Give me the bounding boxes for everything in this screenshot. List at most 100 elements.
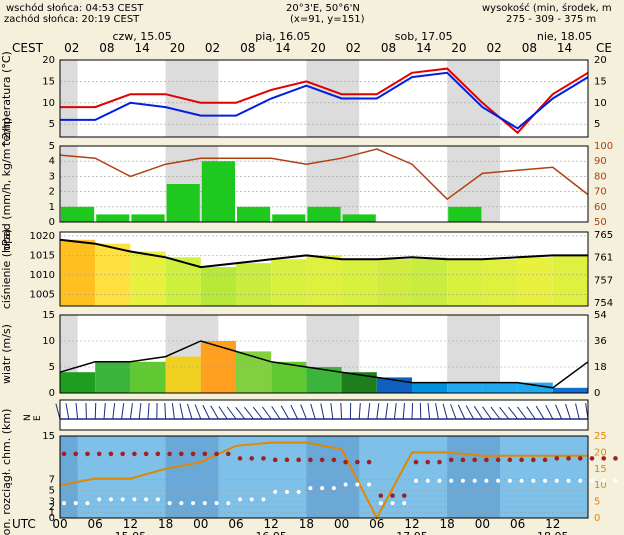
precip-bar — [272, 214, 306, 222]
cloud-top-dot — [519, 457, 524, 463]
night-band — [60, 146, 78, 222]
wind-barb — [261, 406, 272, 420]
pressure-area-segment — [517, 257, 553, 306]
panel-border — [59, 314, 589, 394]
y2-tick-label: 10 — [594, 98, 607, 109]
cloud-top-dot — [331, 457, 337, 463]
cloud-base-dot — [437, 478, 442, 483]
cloud-top-dot — [413, 459, 419, 465]
pressure-area-segment — [236, 263, 272, 306]
y2-tick-label: 0 — [594, 388, 600, 399]
y-tick-label: 1005 — [30, 289, 55, 300]
y-tick-label: 1015 — [30, 250, 55, 261]
precip-bar — [448, 206, 482, 222]
cloud-top-dot — [366, 459, 372, 465]
y2-tick-label: 90 — [594, 156, 607, 167]
cloud-base-dot — [273, 489, 278, 494]
wind-barb — [385, 403, 389, 420]
day-label-bottom: 18.05 — [537, 530, 569, 535]
cloud-base-dot — [85, 501, 90, 506]
y-axis-label: pion. rozciągł. chm. (km) — [0, 409, 13, 535]
cloud-top-dot — [143, 451, 149, 457]
timezone-top: CEST — [12, 41, 44, 55]
wind-area-segment — [236, 351, 272, 393]
day-label-top: nie, 18.05 — [537, 30, 592, 43]
hour-tick-top: 02 — [346, 41, 361, 55]
precip-bar — [131, 214, 165, 222]
cloud-top-dot — [507, 457, 513, 463]
precip-bar — [61, 206, 95, 222]
pressure-area-segment — [552, 255, 588, 306]
y2-tick-label: 50 — [594, 217, 607, 228]
cloud-base-dot — [390, 501, 395, 506]
y2-tick-label: 754 — [594, 298, 613, 309]
cloud-base-dot — [449, 478, 454, 483]
y-tick-label: 1010 — [30, 270, 55, 281]
panel-border — [59, 435, 589, 519]
day-label-bottom: 17.05 — [396, 530, 428, 535]
y-tick-label: 3 — [49, 171, 55, 182]
y-tick-label: 10 — [42, 98, 55, 109]
wind-area-segment — [552, 387, 588, 393]
panel-border — [59, 59, 589, 138]
y2-tick-label: 757 — [594, 275, 613, 286]
hour-tick-bottom: 12 — [404, 517, 419, 531]
cloud-base-dot — [97, 497, 102, 502]
y-tick-label: 0 — [49, 388, 55, 399]
wind-barb — [252, 406, 263, 420]
wind-barb — [411, 402, 414, 420]
y-tick-label: 3 — [49, 497, 55, 508]
cloud-top-dot — [472, 457, 477, 463]
cloud-base-dot — [238, 497, 242, 502]
wind-barb — [300, 404, 307, 420]
wind-barb — [575, 403, 580, 420]
precip-bar — [342, 214, 376, 222]
wind-barb — [473, 405, 483, 420]
ceiling-line — [59, 441, 588, 521]
cloud-top-dot — [296, 457, 301, 463]
wind-area-segment — [130, 361, 166, 393]
precip-bar — [237, 206, 271, 222]
wind-barb — [179, 403, 184, 420]
y-tick-label: 4 — [49, 156, 55, 167]
dew-point-line — [60, 71, 589, 130]
cloud-top-dot — [237, 456, 243, 461]
wind-barb — [129, 403, 133, 420]
pressure-area-segment — [271, 259, 307, 306]
wind-barb — [75, 403, 79, 420]
hour-tick-top: 08 — [240, 41, 255, 55]
wind-barb — [545, 405, 554, 420]
pressure-area-segment — [60, 239, 96, 306]
cloud-base-dot — [425, 478, 430, 483]
wind-barb — [526, 406, 536, 420]
cloud-top-dot — [120, 451, 125, 457]
wind-barb — [218, 406, 228, 420]
y-tick-label: 7 — [49, 475, 55, 486]
cloud-base-dot — [249, 497, 254, 502]
cloud-top-dot — [577, 456, 583, 461]
night-band — [60, 436, 78, 518]
cloud-base-dot — [519, 478, 524, 483]
cloud-top-dot — [378, 493, 384, 498]
hour-tick-bottom: 12 — [264, 517, 279, 531]
cloud-top-dot — [554, 456, 560, 461]
y-tick-label: 0 — [49, 513, 55, 524]
wind-area-segment — [200, 341, 236, 393]
cloud-base-dot — [543, 478, 548, 483]
pressure-area-segment — [341, 259, 377, 306]
cloud-top-dot — [272, 457, 278, 463]
day-label-bottom: 15.05 — [115, 530, 147, 535]
wind-barb — [280, 405, 290, 420]
cloud-base-dot — [472, 478, 477, 483]
wind-barb — [194, 404, 202, 420]
cloud-base-dot — [414, 478, 418, 483]
hour-tick-bottom: 06 — [369, 517, 384, 531]
y2-tick-label: 18 — [594, 362, 607, 373]
hour-tick-top: 08 — [522, 41, 537, 55]
cloud-base-dot — [402, 501, 407, 506]
cloud-base-dot — [296, 489, 301, 494]
pressure-area-segment — [130, 251, 166, 306]
cloud-top-dot — [437, 459, 442, 465]
y-axis-label: opad (mm/h, kg/m^2/h) — [0, 117, 13, 250]
hour-tick-top: 20 — [451, 41, 466, 55]
